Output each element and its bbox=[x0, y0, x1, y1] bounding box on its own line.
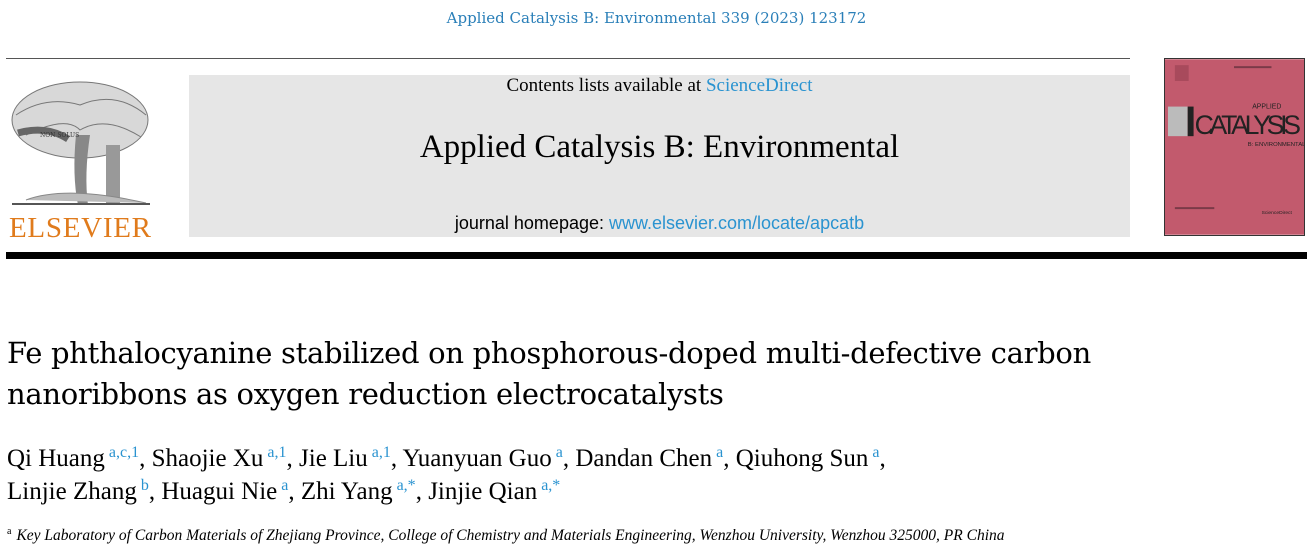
author-name: Shaojie Xu bbox=[151, 445, 264, 472]
author-affiliation-marks[interactable]: a,* bbox=[541, 477, 561, 494]
author-affiliation-marks[interactable]: a bbox=[872, 444, 880, 461]
author[interactable]: Qiuhong Sun a bbox=[735, 444, 880, 473]
author[interactable]: Jie Liu a,1 bbox=[299, 444, 391, 473]
homepage-link[interactable]: www.elsevier.com/locate/apcatb bbox=[608, 213, 865, 233]
author[interactable]: Huagui Nie a bbox=[161, 477, 289, 506]
author[interactable]: Shaojie Xu a,1 bbox=[151, 444, 287, 473]
affiliation-a: a Key Laboratory of Carbon Materials of Z… bbox=[7, 526, 1005, 545]
journal-title: Applied Catalysis B: Environmental bbox=[419, 129, 900, 165]
logo-motto: NON SOLUS bbox=[40, 132, 79, 139]
author-affiliation-marks[interactable]: a,1 bbox=[267, 444, 287, 461]
author[interactable]: Jinjie Qian a,* bbox=[428, 477, 561, 506]
author-name: Linjie Zhang bbox=[7, 478, 137, 505]
author-affiliation-marks[interactable]: a bbox=[555, 444, 563, 461]
author-name: Dandan Chen bbox=[575, 445, 713, 472]
author-list: Qi Huang a,c,1, Shaojie Xu a,1, Jie Liu a,1… bbox=[7, 444, 886, 506]
homepage-line: journal homepage: www.elsevier.com/locat… bbox=[189, 213, 1130, 234]
author-name: Qi Huang bbox=[7, 445, 105, 472]
author[interactable]: Dandan Chen a bbox=[575, 444, 724, 473]
svg-text:CATALYSIS: CATALYSIS bbox=[1195, 110, 1301, 140]
author-name: Yuanyuan Guo bbox=[402, 445, 552, 472]
affiliation-mark: a bbox=[7, 526, 12, 537]
author-name: Jinjie Qian bbox=[428, 478, 538, 505]
author[interactable]: Zhi Yang a,* bbox=[300, 477, 416, 506]
homepage-prefix: journal homepage: bbox=[454, 213, 609, 233]
journal-cover: APPLIED CATALYSIS B: ENVIRONMENTAL Scien… bbox=[1164, 58, 1305, 236]
contents-line: Contents lists available at ScienceDirec… bbox=[189, 75, 1130, 97]
svg-text:ScienceDirect: ScienceDirect bbox=[1262, 210, 1293, 216]
author-affiliation-marks[interactable]: a,c,1 bbox=[108, 444, 140, 461]
author-affiliation-marks[interactable]: a,* bbox=[396, 477, 416, 494]
author[interactable]: Yuanyuan Guo a bbox=[402, 444, 563, 473]
elsevier-wordmark: ELSEVIER bbox=[9, 212, 152, 240]
author-affiliation-marks[interactable]: a,1 bbox=[371, 444, 391, 461]
svg-text:B: ENVIRONMENTAL: B: ENVIRONMENTAL bbox=[1248, 142, 1305, 148]
author-name: Qiuhong Sun bbox=[735, 445, 869, 472]
sciencedirect-link[interactable]: ScienceDirect bbox=[705, 75, 813, 96]
divider bbox=[6, 58, 1130, 59]
journal-banner: Contents lists available at ScienceDirec… bbox=[189, 75, 1130, 237]
author-affiliation-marks[interactable]: a bbox=[716, 444, 724, 461]
elsevier-logo: NON SOLUS ELSEVIER bbox=[9, 81, 152, 240]
journal-citation: Applied Catalysis B: Environmental 339 (… bbox=[446, 9, 867, 27]
author-name: Jie Liu bbox=[299, 445, 368, 472]
article-title: Fe phthalocyanine stabilized on phosphor… bbox=[7, 336, 1091, 411]
affiliation-text: Key Laboratory of Carbon Materials of Zh… bbox=[16, 527, 1005, 545]
author[interactable]: Linjie Zhang b bbox=[7, 477, 149, 506]
contents-prefix: Contents lists available at bbox=[506, 75, 706, 96]
author-affiliation-marks[interactable]: a bbox=[281, 477, 289, 494]
author-affiliation-marks[interactable]: b bbox=[140, 477, 149, 494]
header-rule bbox=[6, 252, 1307, 259]
svg-text:APPLIED: APPLIED bbox=[1252, 104, 1281, 111]
author-name: Huagui Nie bbox=[161, 478, 278, 505]
author-name: Zhi Yang bbox=[300, 478, 393, 505]
author[interactable]: Qi Huang a,c,1 bbox=[7, 444, 140, 473]
